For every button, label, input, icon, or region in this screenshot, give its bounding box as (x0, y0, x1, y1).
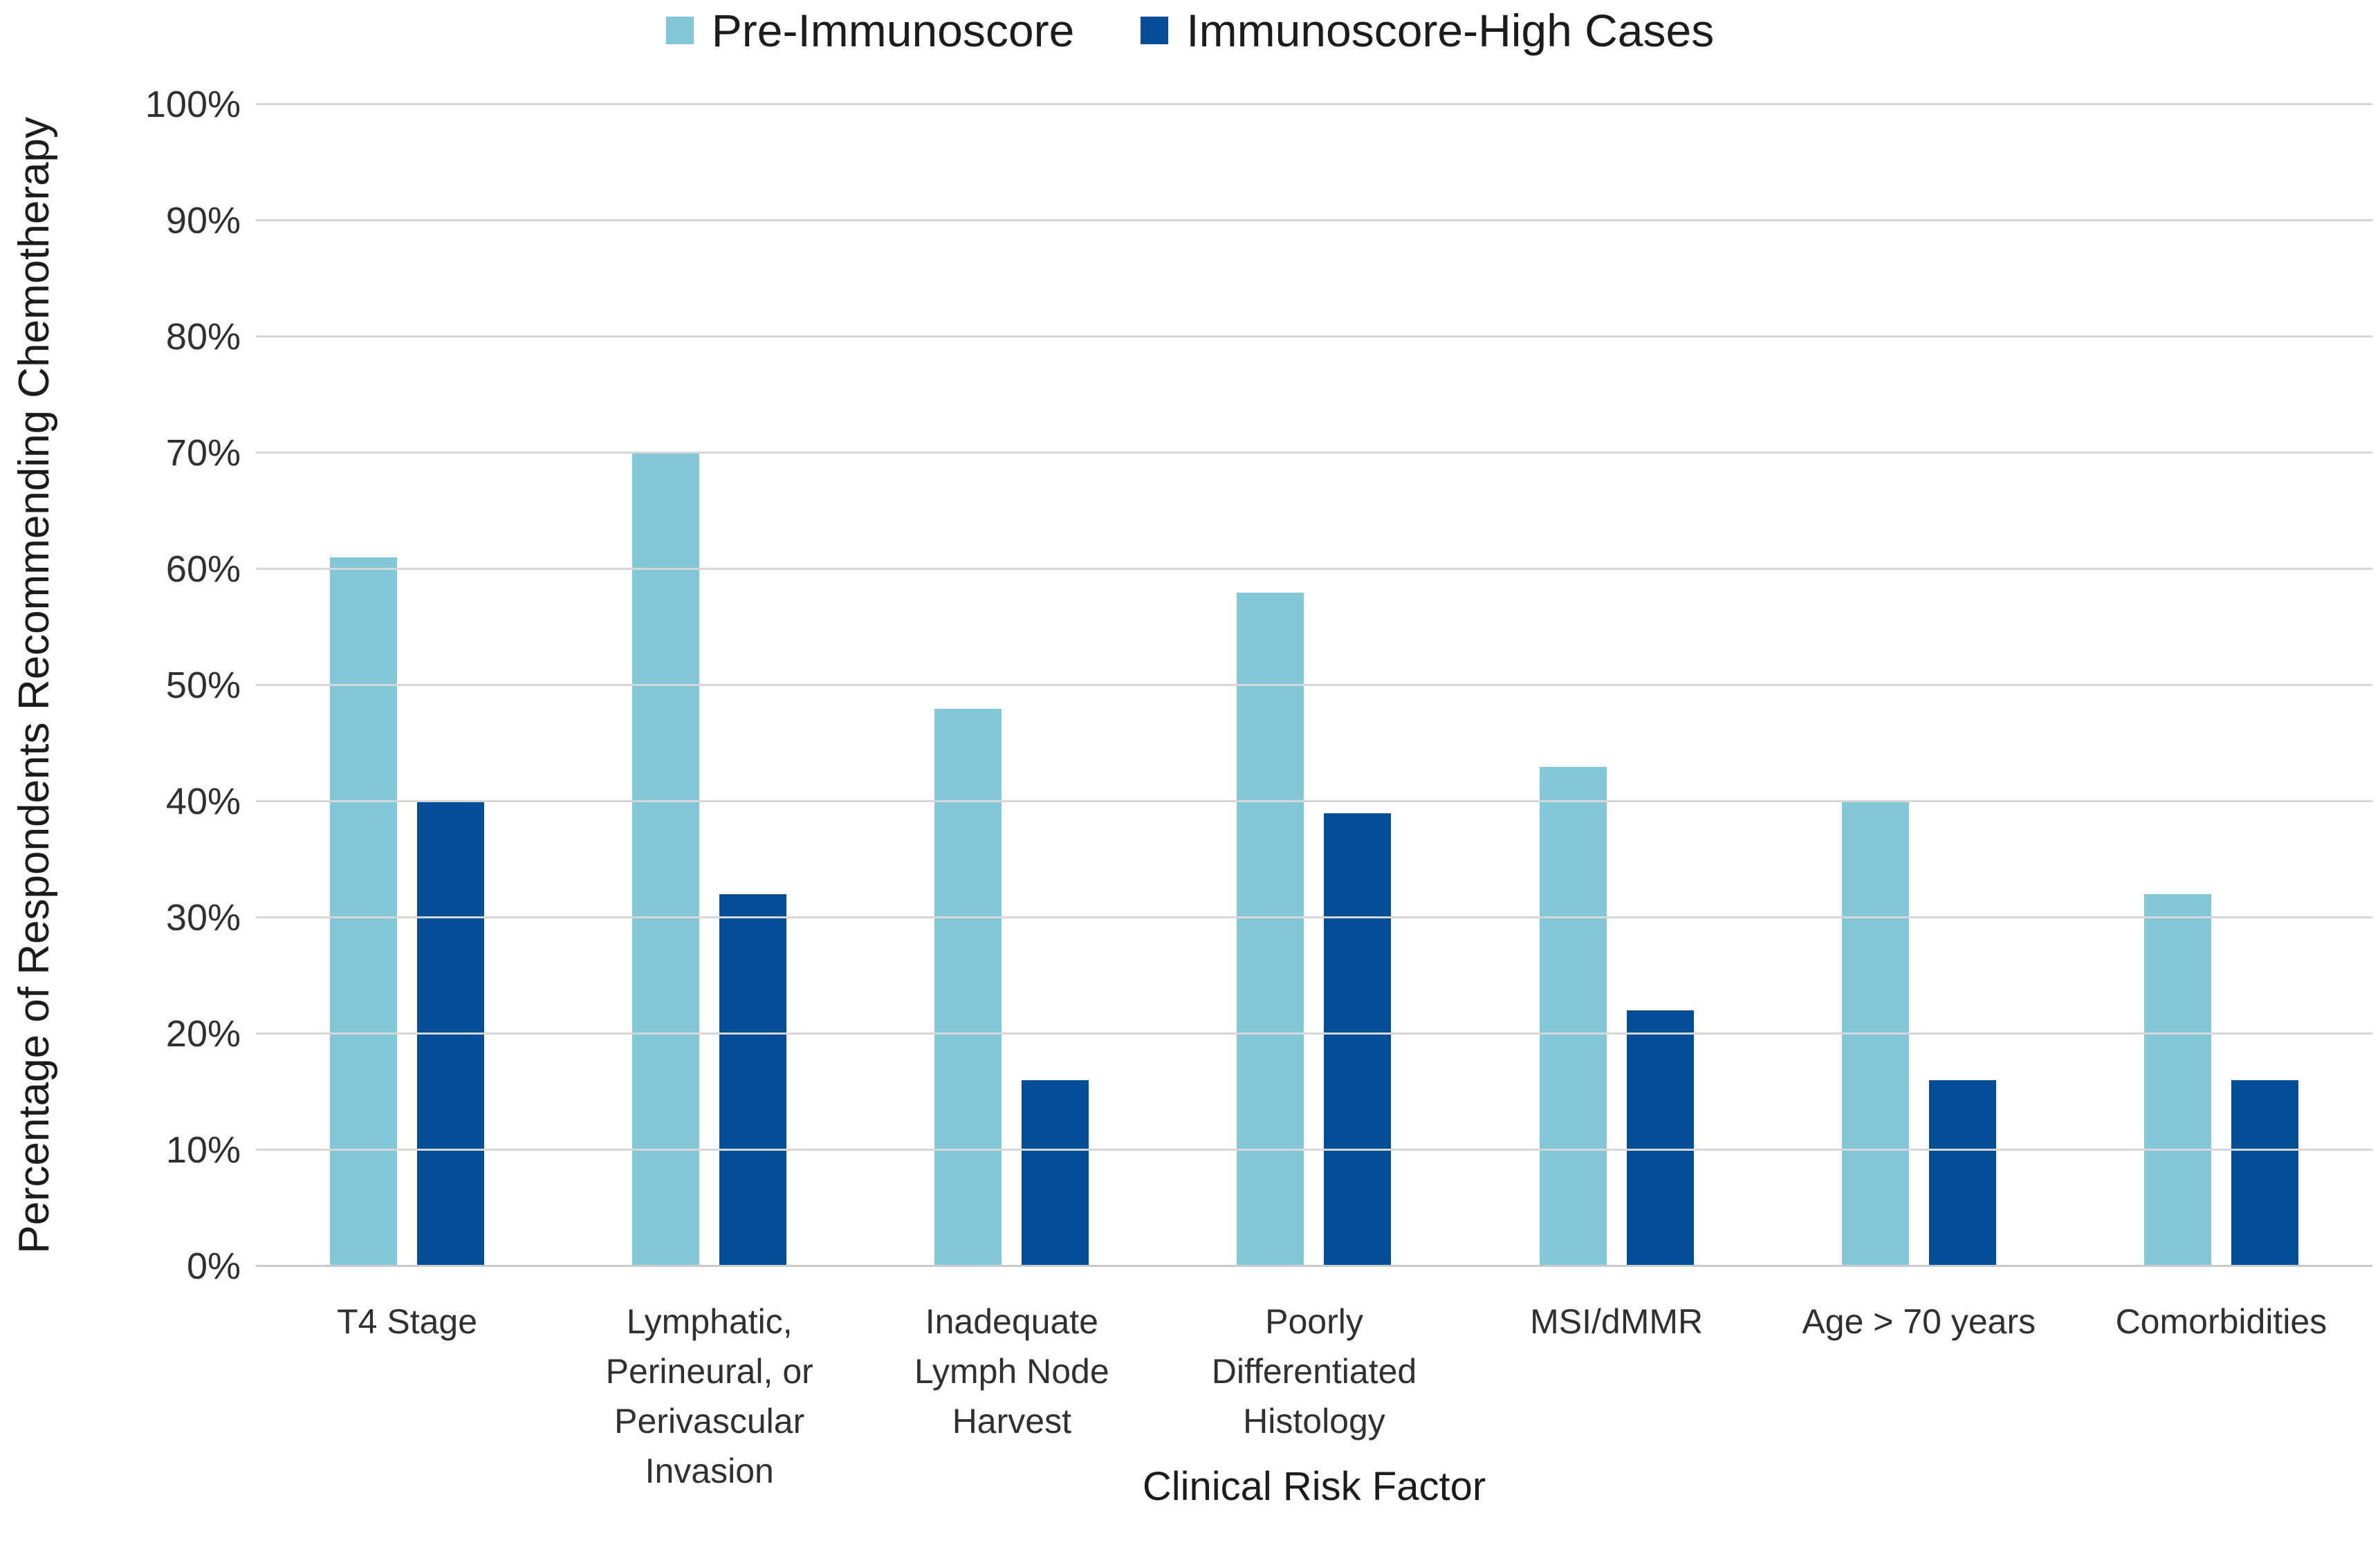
x-category-label: Comorbidities (2115, 1302, 2327, 1341)
y-tick-label: 70% (165, 432, 241, 474)
gridline (256, 452, 2372, 454)
x-category: Age > 70 years (1768, 1297, 2070, 1496)
bar (1539, 766, 1607, 1266)
legend-item: Immunoscore-High Cases (1141, 4, 1714, 57)
y-axis-ticks: 0% 10% 20% 30% 40% 50% 60% 70% 80% 90% 100% (83, 84, 241, 1287)
gridline (256, 568, 2372, 570)
bar (1324, 813, 1392, 1266)
x-category: Inadequate Lymph Node Harvest (860, 1297, 1163, 1496)
plot-area (256, 103, 2372, 1267)
x-category: Poorly Differentiated Histology (1163, 1297, 1465, 1496)
gridline (256, 103, 2372, 105)
y-tick-label: 10% (165, 1129, 241, 1171)
x-category-label: Lymphatic, Perineural, or Perivascular I… (605, 1302, 813, 1490)
bar-group (1466, 104, 1768, 1266)
legend-item: Pre-Immunoscore (665, 4, 1075, 57)
gridline (256, 916, 2372, 918)
y-tick-label: 20% (165, 1013, 241, 1055)
gridline (256, 335, 2372, 337)
y-axis-title: Percentage of Respondents Recommending C… (10, 117, 58, 1254)
gridline (256, 1032, 2372, 1035)
y-tick-label: 100% (145, 84, 241, 125)
gridline (256, 1265, 2372, 1267)
bar-group (1163, 104, 1465, 1266)
y-tick-label: 50% (165, 665, 241, 706)
gridline (256, 800, 2372, 802)
gridline (256, 684, 2372, 686)
y-tick-label: 30% (165, 897, 241, 938)
bar (934, 708, 1002, 1266)
bar (2231, 1080, 2298, 1266)
y-tick-label: 60% (165, 548, 241, 590)
bar-groups (256, 104, 2372, 1266)
bar (1237, 592, 1304, 1266)
bar (632, 453, 700, 1266)
legend-swatch (1141, 17, 1169, 44)
bar (330, 557, 398, 1266)
bar (719, 894, 787, 1266)
x-category: MSI/dMMR (1466, 1297, 1768, 1496)
x-category-label: T4 Stage (337, 1302, 478, 1341)
bar (1626, 1010, 1694, 1266)
y-tick-label: 40% (165, 781, 241, 822)
gridline (256, 1149, 2372, 1151)
legend-label: Pre-Immunoscore (711, 5, 1075, 56)
x-category: Comorbidities (2070, 1297, 2372, 1496)
x-category-label: Poorly Differentiated Histology (1211, 1302, 1417, 1441)
bar (1022, 1080, 1089, 1266)
y-tick-label: 90% (165, 200, 241, 241)
legend-swatch (665, 17, 694, 44)
x-category: Lymphatic, Perineural, or Perivascular I… (558, 1297, 860, 1496)
x-category-label: Age > 70 years (1802, 1302, 2036, 1341)
x-category-label: Inadequate Lymph Node Harvest (914, 1302, 1109, 1441)
x-category: T4 Stage (256, 1297, 558, 1496)
bar (1928, 1080, 1996, 1266)
legend: Pre-Immunoscore Immunoscore-High Cases (0, 4, 2380, 57)
y-tick-label: 0% (186, 1245, 241, 1287)
y-tick-label: 80% (165, 316, 241, 358)
x-axis-labels: T4 Stage Lymphatic, Perineural, or Periva… (256, 1297, 2372, 1496)
x-category-label: MSI/dMMR (1530, 1302, 1704, 1341)
bar-group (2070, 104, 2372, 1266)
legend-label: Immunoscore-High Cases (1186, 5, 1715, 56)
x-axis-title: Clinical Risk Factor (1142, 1464, 1486, 1509)
bar (2143, 894, 2211, 1266)
gridline (256, 219, 2372, 221)
bar-group (558, 104, 860, 1266)
